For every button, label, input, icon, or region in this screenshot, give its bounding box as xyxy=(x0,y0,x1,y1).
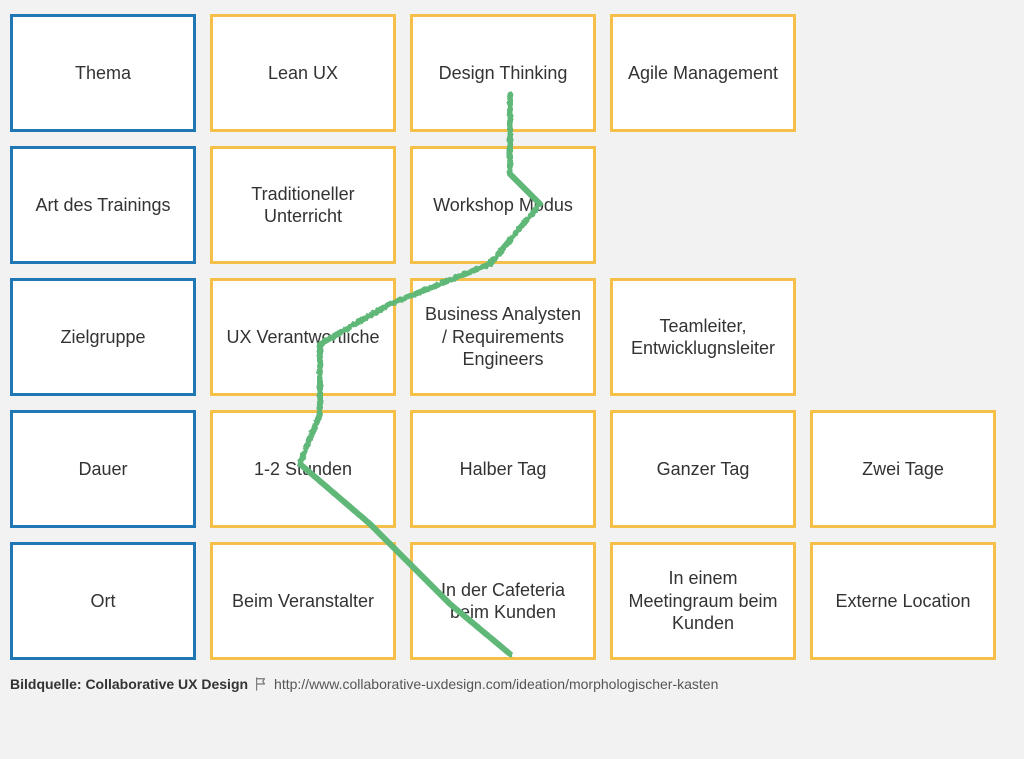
option-cell: Externe Location xyxy=(810,542,996,660)
option-cell: Lean UX xyxy=(210,14,396,132)
row-zielgruppe: Zielgruppe UX Verantwortliche Business A… xyxy=(10,278,1014,396)
caption-label: Bildquelle: Collaborative UX Design xyxy=(10,676,248,692)
option-cell: Beim Veranstalter xyxy=(210,542,396,660)
row-header: Thema xyxy=(10,14,196,132)
option-cell: Design Thinking xyxy=(410,14,596,132)
row-art-des-trainings: Art des Trainings Traditioneller Unterri… xyxy=(10,146,1014,264)
morphological-box: Thema Lean UX Design Thinking Agile Mana… xyxy=(10,14,1014,660)
row-ort: Ort Beim Veranstalter In der Cafeteria b… xyxy=(10,542,1014,660)
option-cell: Ganzer Tag xyxy=(610,410,796,528)
option-cell: In einem Meetingraum beim Kunden xyxy=(610,542,796,660)
option-cell: Traditioneller Unterricht xyxy=(210,146,396,264)
row-header: Art des Trainings xyxy=(10,146,196,264)
row-header: Ort xyxy=(10,542,196,660)
caption-url: http://www.collaborative-uxdesign.com/id… xyxy=(274,676,718,692)
option-cell: Business Analysten / Requirements Engine… xyxy=(410,278,596,396)
row-header: Zielgruppe xyxy=(10,278,196,396)
flag-icon xyxy=(254,677,268,691)
option-cell: UX Verantwortliche xyxy=(210,278,396,396)
option-cell: 1-2 Stunden xyxy=(210,410,396,528)
row-header: Dauer xyxy=(10,410,196,528)
option-cell: Agile Management xyxy=(610,14,796,132)
row-dauer: Dauer 1-2 Stunden Halber Tag Ganzer Tag … xyxy=(10,410,1014,528)
option-cell: Workshop Modus xyxy=(410,146,596,264)
option-cell: In der Cafeteria beim Kunden xyxy=(410,542,596,660)
image-source-caption: Bildquelle: Collaborative UX Design http… xyxy=(10,676,1014,692)
row-thema: Thema Lean UX Design Thinking Agile Mana… xyxy=(10,14,1014,132)
option-cell: Halber Tag xyxy=(410,410,596,528)
option-cell: Zwei Tage xyxy=(810,410,996,528)
option-cell: Teamleiter, Entwicklugnsleiter xyxy=(610,278,796,396)
